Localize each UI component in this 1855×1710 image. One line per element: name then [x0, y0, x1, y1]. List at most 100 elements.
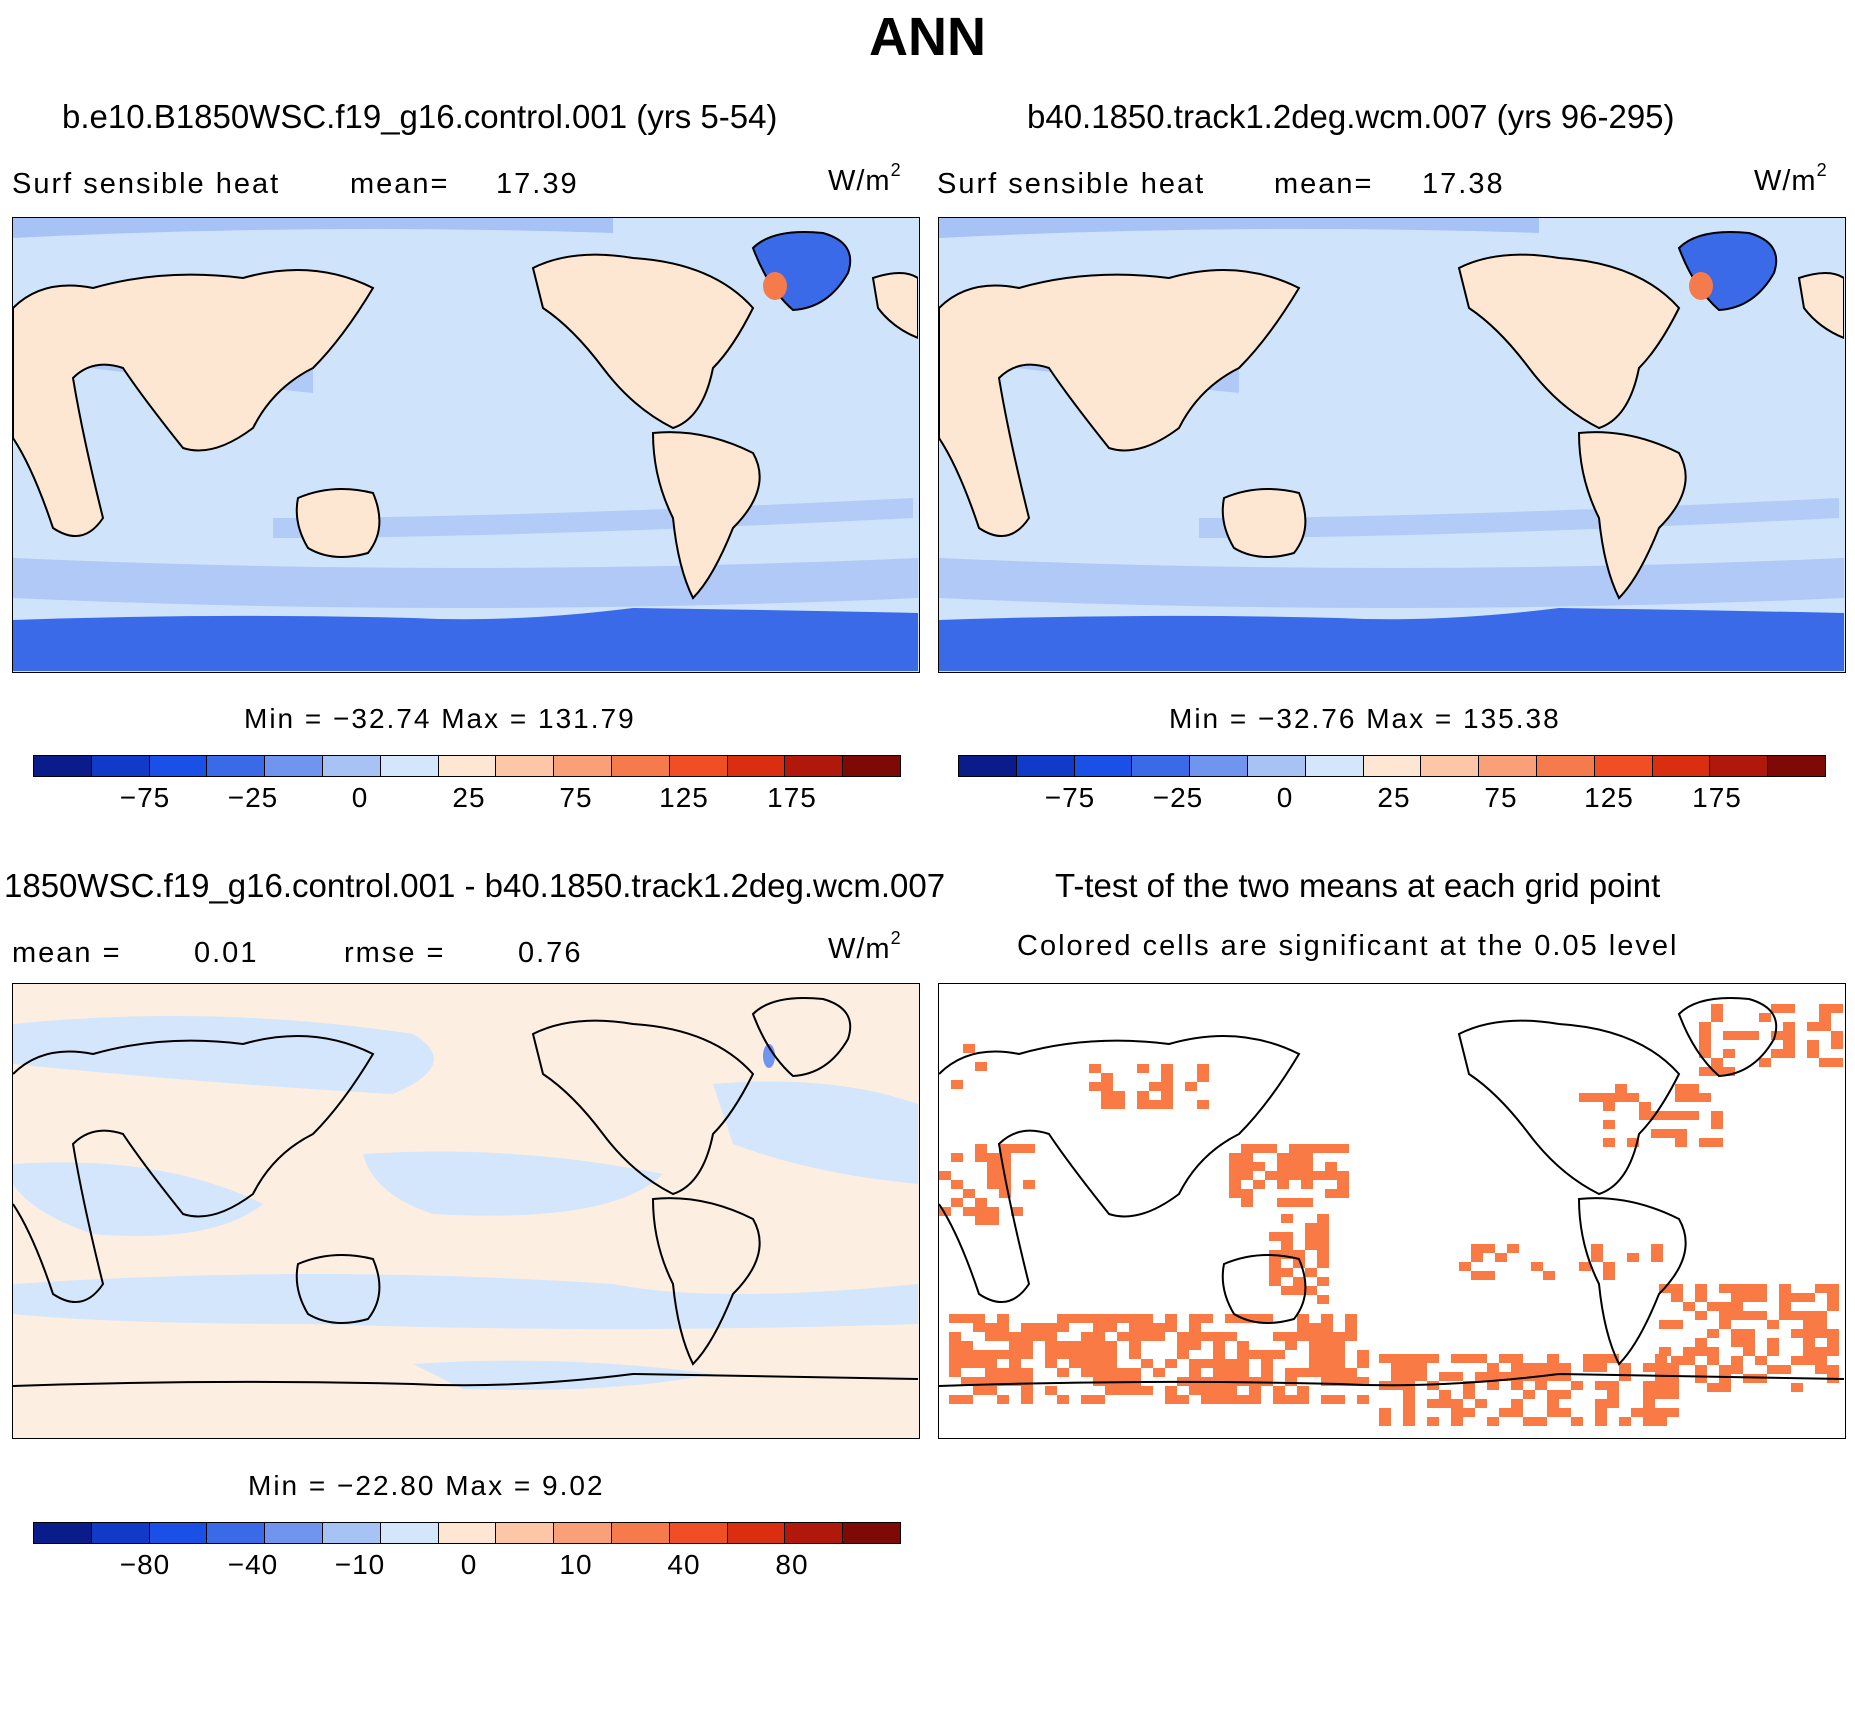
figure-title: ANN — [869, 7, 986, 67]
significant-cell — [1337, 1171, 1349, 1180]
significant-cell — [1141, 1332, 1153, 1341]
significant-cell — [1547, 1390, 1559, 1399]
significant-cell — [1093, 1332, 1105, 1341]
significant-cell — [1495, 1253, 1507, 1262]
significant-cell — [961, 1359, 973, 1368]
significant-cell — [999, 1144, 1011, 1153]
significant-cell — [1771, 1049, 1783, 1058]
significant-cell — [1261, 1377, 1273, 1386]
colorbar-swatch — [554, 756, 612, 776]
significant-cell — [1695, 1365, 1707, 1374]
significant-cell — [1189, 1359, 1201, 1368]
significant-cell — [1241, 1189, 1253, 1198]
significant-cell — [1571, 1381, 1583, 1390]
significant-cell — [1201, 1359, 1213, 1368]
significant-cell — [1093, 1341, 1105, 1350]
units-label: W/m2 — [1754, 160, 1828, 197]
significant-cell — [1403, 1363, 1415, 1372]
rmse-value: 0.76 — [518, 937, 583, 969]
significant-cell — [1655, 1354, 1667, 1363]
significant-cell — [1321, 1359, 1333, 1368]
significant-cell — [1117, 1332, 1129, 1341]
significant-cell — [1379, 1354, 1391, 1363]
significant-cell — [1687, 1093, 1699, 1102]
significant-cell — [1559, 1372, 1571, 1381]
significant-cell — [1069, 1350, 1081, 1359]
significant-cell — [975, 1198, 987, 1207]
significant-cell — [1651, 1111, 1663, 1120]
significant-cell — [1129, 1350, 1141, 1359]
colorbar-swatch — [34, 756, 92, 776]
significant-cell — [1595, 1399, 1607, 1408]
significant-cell — [1265, 1144, 1277, 1153]
significant-cell — [987, 1153, 999, 1162]
significant-cell — [1189, 1386, 1201, 1395]
significant-cell — [1699, 1040, 1711, 1049]
significant-cell — [1759, 1058, 1771, 1067]
significant-cell — [1265, 1171, 1277, 1180]
significant-cell — [1225, 1314, 1237, 1323]
significant-cell — [1459, 1262, 1471, 1271]
significant-cell — [1101, 1091, 1113, 1100]
mean-label: mean = — [12, 937, 122, 969]
colorbar-swatch — [207, 1523, 266, 1543]
significant-cell — [1391, 1354, 1403, 1363]
significant-cell — [1659, 1320, 1671, 1329]
significant-cell — [1201, 1386, 1213, 1395]
significant-cell — [961, 1350, 973, 1359]
significant-cell — [1475, 1399, 1487, 1408]
significant-cell — [1803, 1320, 1815, 1329]
significant-cell — [1149, 1100, 1161, 1109]
significant-cell — [1463, 1381, 1475, 1390]
significant-cell — [1471, 1253, 1483, 1262]
colorbar-swatch — [1594, 756, 1653, 776]
significant-cell — [1711, 1138, 1723, 1147]
significant-cell — [1093, 1368, 1105, 1377]
significant-cell — [1831, 1058, 1843, 1067]
significant-cell — [1815, 1311, 1827, 1320]
significant-cell — [1743, 1329, 1755, 1338]
colorbar-swatch — [1768, 756, 1825, 776]
colorbar-swatch — [438, 756, 497, 776]
significant-cell — [1273, 1395, 1285, 1404]
colorbar-swatch — [611, 756, 670, 776]
significant-cell — [1141, 1314, 1153, 1323]
significant-cell — [1591, 1244, 1603, 1253]
significant-cell — [1663, 1129, 1675, 1138]
colorbar-swatch — [265, 756, 323, 776]
colorbar-swatch — [1363, 756, 1422, 776]
significant-cell — [1277, 1180, 1289, 1189]
significant-cell — [985, 1386, 997, 1395]
map-difference — [12, 983, 920, 1439]
significant-cell — [1695, 1347, 1707, 1356]
significant-cell — [961, 1314, 973, 1323]
significant-cell — [1807, 1049, 1819, 1058]
significant-cell — [1719, 1383, 1731, 1392]
significant-cell — [973, 1386, 985, 1395]
rmse-label: rmse = — [344, 937, 446, 969]
significant-cell — [1427, 1417, 1439, 1426]
variable-label: Surf sensible heat — [12, 168, 281, 200]
significant-cell — [987, 1207, 999, 1216]
significant-cell — [1345, 1332, 1357, 1341]
significant-cell — [1021, 1341, 1033, 1350]
significant-cell — [1595, 1354, 1607, 1363]
significant-cell — [1045, 1323, 1057, 1332]
significant-cell — [1403, 1390, 1415, 1399]
significant-cell — [1225, 1332, 1237, 1341]
significant-cell — [1659, 1383, 1671, 1392]
significant-cell — [1471, 1271, 1483, 1280]
colorbar-swatch — [34, 1523, 92, 1543]
significant-cell — [1101, 1073, 1113, 1082]
significant-cell — [1081, 1332, 1093, 1341]
significant-cell — [1321, 1350, 1333, 1359]
significant-cell — [1253, 1144, 1265, 1153]
significant-cell — [1731, 1365, 1743, 1374]
significant-cell — [973, 1350, 985, 1359]
significant-cell — [1165, 1359, 1177, 1368]
significant-cell — [1627, 1253, 1639, 1262]
significant-cell — [1333, 1341, 1345, 1350]
map-field — [13, 218, 918, 671]
significant-cell — [1675, 1138, 1687, 1147]
significant-cell — [1711, 1004, 1723, 1013]
